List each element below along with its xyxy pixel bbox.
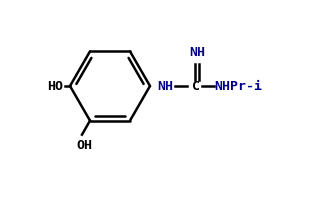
Text: C: C — [192, 80, 200, 93]
Text: OH: OH — [76, 138, 92, 151]
Text: NH: NH — [157, 80, 173, 93]
Text: NHPr-i: NHPr-i — [214, 80, 262, 93]
Text: NH: NH — [189, 46, 205, 59]
Text: HO: HO — [47, 80, 63, 93]
